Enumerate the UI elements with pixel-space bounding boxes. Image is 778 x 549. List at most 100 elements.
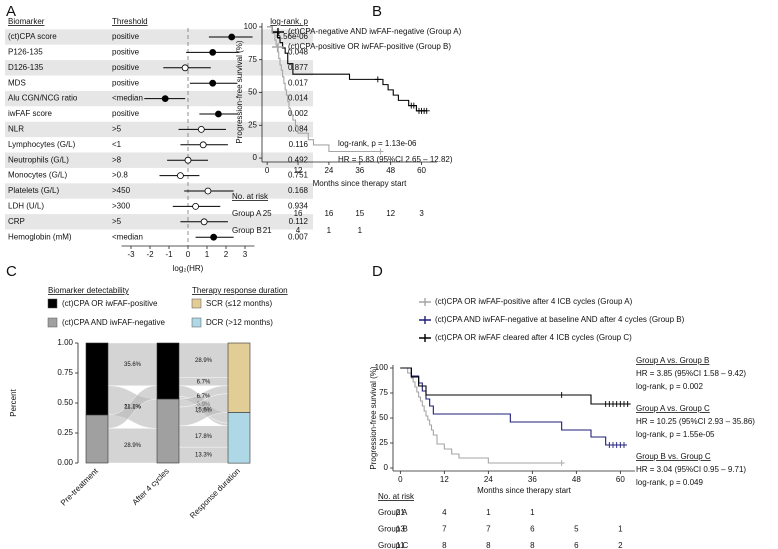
- x-tick-label: 0: [398, 475, 403, 484]
- threshold-label: positive: [112, 78, 140, 87]
- biomarker-label: iwFAF score: [8, 109, 53, 118]
- stratum-bar: [227, 342, 251, 413]
- p-value: 0.116: [289, 140, 309, 149]
- flow-label: 28.9%: [195, 358, 213, 364]
- stratum-bar: [156, 398, 180, 464]
- risk-count: 16: [294, 209, 303, 218]
- y-axis-label: Progression-free survival (%): [369, 366, 378, 469]
- hazard-ratio-point: [197, 125, 205, 133]
- row-stripe: [5, 183, 313, 199]
- biomarker-label: MDS: [8, 78, 26, 87]
- annotation: HR = 10.25 (95%CI 2.93 – 35.86): [636, 417, 755, 426]
- y-axis-label: Progression-free survival (%): [235, 40, 244, 143]
- risk-table-title: No. at risk: [378, 492, 415, 501]
- annotation: Group A vs. Group B: [636, 356, 709, 365]
- risk-count: 21: [263, 226, 272, 235]
- x-tick-label: 48: [572, 475, 581, 484]
- biomarker-label: D126-135: [8, 63, 44, 72]
- flow-label: 28.9%: [124, 443, 142, 449]
- censor-mark: [621, 442, 627, 448]
- threshold-label: <1: [112, 140, 122, 149]
- flow-label: 6.7%: [197, 379, 211, 385]
- x-tick-label: 60: [616, 475, 625, 484]
- y-tick-label: 75: [248, 55, 257, 64]
- x-tick-label: 12: [294, 166, 303, 175]
- biomarker-label: CRP: [8, 217, 25, 226]
- risk-count: 13: [396, 525, 405, 534]
- annotation: log-rank, p = 0.049: [636, 478, 703, 487]
- p-value: 0.751: [288, 171, 309, 180]
- legend-swatch: [191, 317, 202, 328]
- legend-marker: [272, 43, 284, 51]
- y-tick-label: 0.50: [57, 398, 73, 407]
- p-value: 0.168: [288, 186, 309, 195]
- risk-count: 16: [324, 209, 333, 218]
- survival-curve: [400, 367, 628, 405]
- threshold-label: positive: [112, 63, 140, 72]
- p-value: 0.934: [288, 202, 309, 211]
- y-tick-label: 100: [375, 363, 389, 372]
- risk-count: 8: [442, 541, 447, 549]
- x-tick-label: 36: [355, 166, 364, 175]
- y-tick-label: 25: [379, 438, 388, 447]
- threshold-label: >5: [112, 217, 122, 226]
- risk-count: 6: [530, 525, 535, 534]
- risk-count: 1: [486, 508, 491, 517]
- x-tick-label: 12: [440, 475, 449, 484]
- x-tick-label: 2: [224, 250, 229, 259]
- risk-count: 5: [574, 525, 579, 534]
- risk-count: 1: [618, 525, 623, 534]
- annotation: log-rank, p = 0.002: [636, 382, 703, 391]
- biomarker-label: Monocytes (G/L): [8, 171, 67, 180]
- threshold-label: >300: [112, 202, 131, 211]
- censor-mark: [410, 102, 417, 109]
- censor-mark: [423, 107, 430, 114]
- flow-label: 17.8%: [195, 434, 213, 440]
- risk-count: 3: [419, 209, 424, 218]
- annotation: Group B vs. Group C: [636, 452, 711, 461]
- p-value: 0.112: [289, 217, 309, 226]
- annotation: HR = 3.04 (95%CI 0.95 – 9.71): [636, 465, 746, 474]
- risk-count: 6: [574, 541, 579, 549]
- risk-table-title: No. at risk: [232, 192, 269, 201]
- hazard-ratio-point: [209, 79, 217, 87]
- hazard-ratio-point: [192, 202, 200, 210]
- annotation: log-rank, p = 1.55e-05: [636, 430, 715, 439]
- flow-label: 35.6%: [124, 362, 142, 368]
- survival-curve: [267, 26, 427, 112]
- risk-group-label: Group C: [378, 541, 408, 549]
- hazard-ratio-point: [209, 49, 217, 56]
- p-value: 6.56e-06: [276, 32, 308, 41]
- legend-swatch: [47, 298, 58, 309]
- axis-category-label: After 4 cycles: [131, 467, 171, 507]
- flow-label: 6.7%: [197, 394, 211, 400]
- row-stripe: [5, 60, 313, 76]
- censor-mark: [374, 76, 381, 83]
- panel-label: B: [372, 3, 382, 20]
- axis-category-label: Response duration: [188, 467, 242, 521]
- survival-curve: [267, 26, 381, 153]
- risk-count: 12: [386, 209, 395, 218]
- risk-count: 25: [263, 209, 272, 218]
- column-header: Biomarker: [8, 17, 45, 26]
- y-tick-label: 50: [248, 88, 257, 97]
- legend-label: (ct)CPA AND iwFAF-negative at baseline A…: [435, 315, 685, 324]
- risk-count: 4: [442, 508, 447, 517]
- axis-category-label: Pre-treatment: [59, 466, 100, 507]
- column-header: Threshold: [112, 17, 148, 26]
- legend-label: (ct)CPA OR iwFAF-positive: [62, 299, 158, 308]
- risk-count: 2: [618, 541, 623, 549]
- risk-group-label: Group B: [232, 226, 262, 235]
- legend-title: Biomarker detectability: [48, 286, 129, 295]
- risk-count: 7: [486, 525, 491, 534]
- biomarker-label: P126-135: [8, 48, 43, 57]
- risk-group-label: Group A: [232, 209, 262, 218]
- threshold-label: positive: [112, 32, 140, 41]
- censor-mark: [377, 148, 384, 155]
- p-value: 0.002: [288, 109, 309, 118]
- hazard-ratio-point: [210, 233, 218, 241]
- p-value: 0.017: [288, 78, 309, 87]
- annotation: log-rank, p = 1.13e-06: [338, 139, 417, 148]
- risk-count: 7: [442, 525, 447, 534]
